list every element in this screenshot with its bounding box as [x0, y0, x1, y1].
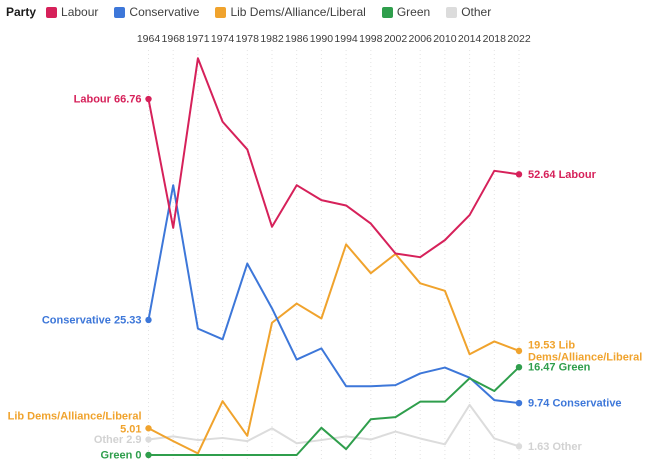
year-label-1968: 1968 — [162, 33, 186, 45]
green-series: Green 0 16.47 Green — [101, 362, 591, 462]
year-label-1971: 1971 — [186, 33, 210, 45]
legend: Party Labour Conservative Lib Dems/Allia… — [6, 5, 507, 19]
year-label-1982: 1982 — [260, 33, 284, 45]
labour-end-label: 52.64 Labour — [528, 169, 597, 181]
year-label-1974: 1974 — [211, 33, 235, 45]
labour-line — [147, 57, 520, 259]
legend-item-label: Lib Dems/Alliance/Liberal — [230, 5, 366, 19]
lib-dems-alliance-liberal-end-label: 19.53 Lib — [528, 339, 575, 351]
year-label-2014: 2014 — [458, 33, 482, 45]
labour-start-dot — [145, 95, 152, 103]
lib-dems-alliance-liberal-start-label: Lib Dems/Alliance/Liberal — [8, 410, 142, 422]
legend-item-label: Other — [461, 5, 492, 19]
legend-item-label: Labour — [61, 5, 99, 19]
legend-item-labour[interactable]: Labour — [46, 5, 98, 19]
green-end-dot — [515, 363, 523, 371]
other-start-dot — [145, 436, 152, 443]
legend-item-libdem[interactable]: Lib Dems/Alliance/Liberal — [215, 5, 366, 19]
conservative-start-label: Conservative 25.33 — [42, 314, 142, 326]
libdem-swatch-icon — [215, 6, 227, 18]
other-end-dot — [515, 443, 523, 450]
conservative-series: Conservative 25.33 9.74 Conservative — [42, 184, 622, 410]
conservative-swatch-icon — [114, 6, 126, 18]
lib-dems-alliance-liberal-start-label: 5.01 — [120, 423, 141, 435]
year-label-2018: 2018 — [483, 33, 507, 45]
lib-dems-alliance-liberal-start-dot — [145, 425, 152, 432]
legend-item-conservative[interactable]: Conservative — [114, 5, 199, 19]
lib-dems-alliance-liberal-end-label: Dems/Alliance/Liberal — [528, 351, 642, 363]
other-end-label: 1.63 Other — [528, 441, 583, 453]
year-label-2002: 2002 — [384, 33, 408, 45]
year-label-1998: 1998 — [359, 33, 383, 45]
conservative-start-dot — [145, 316, 152, 324]
green-start-dot — [145, 451, 152, 459]
green-end-label: 16.47 Green — [528, 362, 591, 374]
year-label-1978: 1978 — [236, 33, 260, 45]
green-swatch-icon — [381, 6, 393, 18]
labour-end-dot — [515, 171, 523, 178]
other-start-label: Other 2.9 — [94, 434, 142, 446]
year-label-2006: 2006 — [409, 33, 433, 45]
conservative-end-label: 9.74 Conservative — [528, 398, 622, 410]
legend-item-other[interactable]: Other — [446, 5, 491, 19]
green-line — [147, 366, 520, 456]
labour-start-label: Labour 66.76 — [74, 94, 142, 106]
lib-dems-alliance-liberal-end-dot — [515, 347, 523, 355]
legend-item-green[interactable]: Green — [381, 5, 431, 19]
lib-dems-alliance-liberal-line — [147, 243, 520, 455]
year-label-1990: 1990 — [310, 33, 334, 45]
legend-item-label: Conservative — [129, 5, 200, 19]
conservative-line — [147, 184, 520, 405]
year-label-1994: 1994 — [334, 33, 358, 45]
conservative-end-dot — [515, 399, 523, 407]
year-label-1986: 1986 — [285, 33, 309, 45]
other-series: Other 2.9 1.63 Other — [94, 403, 583, 453]
green-start-label: Green 0 — [101, 450, 142, 462]
year-label-1964: 1964 — [137, 33, 161, 45]
year-label-2010: 2010 — [433, 33, 457, 45]
labour-series: Labour 66.76 52.64 Labour — [74, 57, 597, 259]
legend-item-label: Green — [396, 5, 431, 19]
labour-swatch-icon — [46, 6, 58, 18]
legend-title: Party — [6, 5, 37, 19]
other-swatch-icon — [446, 6, 458, 18]
year-label-2022: 2022 — [507, 33, 531, 45]
